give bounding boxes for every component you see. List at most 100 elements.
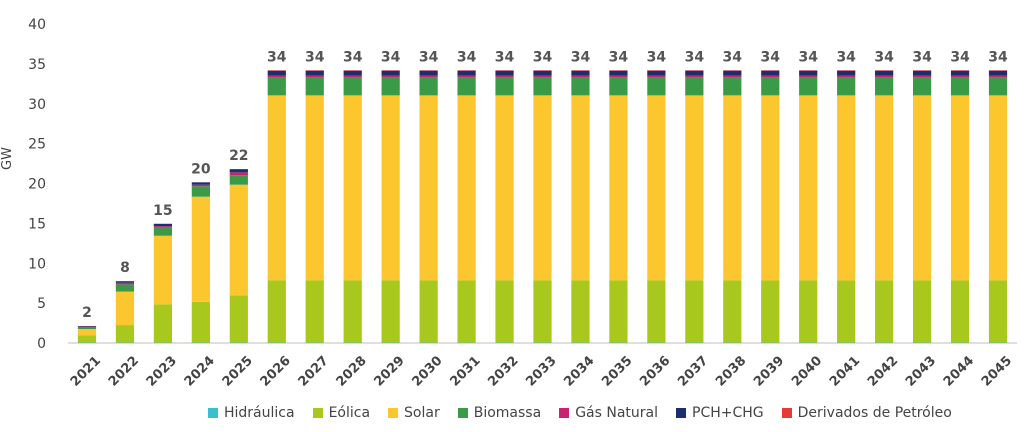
bar-segment [191, 184, 210, 187]
legend-item: Gás Natural [559, 405, 658, 421]
bar-segment [457, 95, 476, 281]
x-tick-label: 2041 [827, 353, 863, 389]
bar-segment [647, 70, 666, 71]
bar-segment [419, 75, 438, 78]
bar-segment [875, 75, 894, 78]
x-tick-label: 2040 [789, 353, 825, 389]
bar-segment [343, 77, 362, 96]
bar-segment [571, 75, 590, 78]
bar-segment [191, 196, 210, 302]
bar-total-label: 34 [571, 49, 591, 65]
bar-segment [495, 70, 514, 76]
bar-total-label: 22 [229, 148, 248, 164]
bar-total-label: 34 [685, 49, 705, 65]
bar-segment [77, 326, 97, 327]
bar-segment [761, 342, 780, 344]
bar-segment [988, 70, 1008, 71]
bar-segment [647, 95, 666, 281]
bar-segment [77, 326, 97, 330]
bar-segment [837, 280, 856, 343]
bar-segment [533, 70, 552, 71]
bar-segment [723, 70, 742, 71]
bar-segment [305, 95, 324, 281]
bar-segment [609, 280, 628, 343]
legend-swatch [312, 408, 323, 418]
bar-segment [343, 75, 362, 78]
bar-segment [912, 342, 932, 344]
bar-total-label: 34 [267, 49, 287, 65]
bar-segment [685, 70, 704, 76]
bar-segment [950, 342, 970, 344]
bar-segment [988, 75, 1008, 78]
bar-segment [77, 326, 97, 327]
bar-segment [912, 70, 932, 76]
bar-segment [495, 70, 514, 71]
x-tick-label: 2021 [68, 353, 104, 389]
bar-segment [533, 95, 552, 281]
bar-segment [191, 301, 210, 343]
x-tick-label: 2035 [599, 353, 635, 389]
legend-swatch [781, 408, 792, 418]
legend-item: Biomassa [457, 405, 542, 421]
x-tick-label: 2022 [106, 353, 142, 389]
bar-segment [761, 95, 780, 281]
bar-segment [495, 280, 514, 343]
bar-segment [495, 95, 514, 281]
bar-segment [950, 77, 970, 96]
bar-total-label: 34 [533, 49, 553, 65]
bar-segment [343, 70, 362, 76]
bar-segment [267, 77, 286, 96]
legend-swatch [676, 408, 686, 418]
bar-total-label: 34 [609, 49, 629, 65]
bar-segment [799, 75, 818, 78]
bar-segment [115, 291, 135, 326]
x-tick-label: 2029 [372, 353, 408, 389]
x-tick-label: 2033 [523, 353, 559, 389]
bar-segment [115, 281, 135, 283]
bar-segment [229, 169, 248, 173]
bar-segment [685, 280, 704, 343]
legend-label: Biomassa [473, 405, 542, 421]
bar-total-label: 34 [761, 49, 781, 65]
x-tick-label: 2042 [865, 353, 901, 389]
bar-segment [912, 75, 932, 78]
bar-segment [723, 280, 742, 343]
bar-segment [799, 95, 818, 281]
bar-total-label: 15 [153, 203, 172, 219]
bar-segment [419, 280, 438, 343]
bar-segment [419, 95, 438, 281]
bar-segment [419, 77, 438, 96]
bar-segment [685, 342, 704, 344]
x-tick-label: 2043 [903, 353, 939, 389]
bar-segment [229, 172, 248, 176]
bar-total-label: 34 [381, 49, 401, 65]
bar-segment [609, 70, 628, 76]
bar-segment [647, 75, 666, 78]
bar-segment [609, 70, 628, 71]
x-tick-label: 2030 [409, 353, 445, 389]
bar-total-label: 34 [343, 49, 363, 65]
x-tick-label: 2023 [144, 353, 180, 389]
bar-segment [799, 77, 818, 96]
bar-segment [912, 70, 932, 71]
x-tick-label: 2031 [447, 353, 483, 389]
bar-segment [571, 77, 590, 96]
y-tick-label: 10 [28, 256, 46, 272]
bar-segment [305, 77, 324, 96]
bar-segment [533, 77, 552, 96]
bar-segment [875, 77, 894, 96]
bar-segment [761, 77, 780, 96]
bar-segment [685, 77, 704, 96]
chart-legend: Hidráulica Eólica Solar Biomassa Gás Natural… [208, 405, 952, 421]
bar-segment [837, 70, 856, 71]
bar-segment [950, 280, 970, 343]
bar-segment [267, 70, 286, 71]
legend-swatch [388, 408, 399, 418]
bar-segment [77, 335, 97, 343]
bar-segment [799, 70, 818, 76]
x-tick-label: 2025 [220, 353, 256, 389]
bar-segment [267, 342, 286, 344]
bar-segment [305, 70, 324, 76]
bar-segment [533, 70, 552, 76]
